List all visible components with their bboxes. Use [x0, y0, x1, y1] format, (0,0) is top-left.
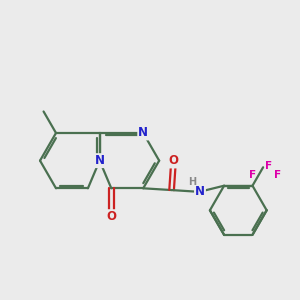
Text: O: O: [106, 210, 116, 223]
Text: F: F: [274, 170, 282, 180]
Text: F: F: [265, 160, 272, 170]
Text: N: N: [138, 127, 148, 140]
Text: H: H: [188, 177, 196, 187]
Text: F: F: [249, 170, 256, 180]
Text: N: N: [195, 184, 205, 198]
Text: O: O: [168, 154, 178, 167]
Text: N: N: [95, 154, 105, 167]
